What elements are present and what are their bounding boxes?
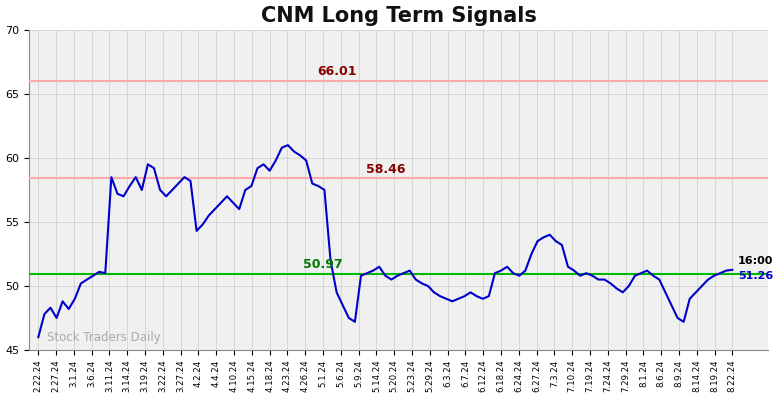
Title: CNM Long Term Signals: CNM Long Term Signals [261, 6, 536, 25]
Text: Stock Traders Daily: Stock Traders Daily [47, 331, 161, 343]
Text: 50.97: 50.97 [303, 258, 343, 271]
Text: 16:00: 16:00 [738, 256, 773, 266]
Text: 51.26: 51.26 [738, 271, 773, 281]
Text: 58.46: 58.46 [366, 163, 405, 176]
Text: 66.01: 66.01 [318, 65, 357, 78]
